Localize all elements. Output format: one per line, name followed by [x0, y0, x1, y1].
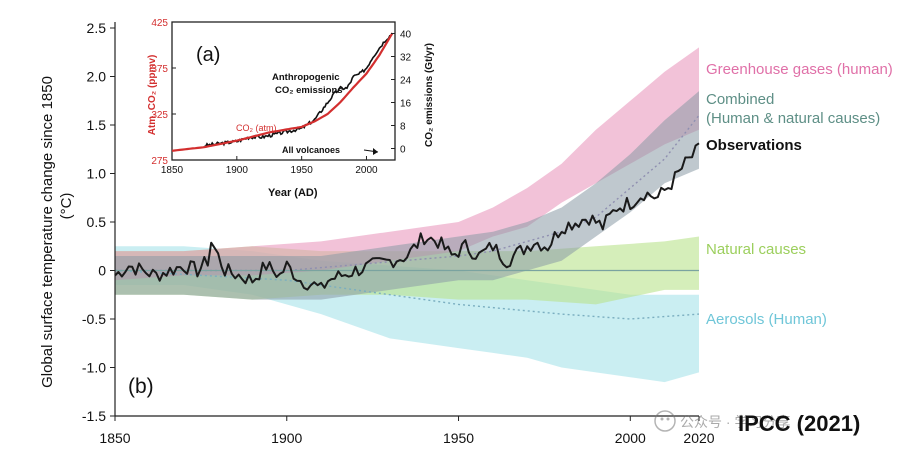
x-tick-label: 2000: [615, 430, 646, 446]
inset-left-tick-label: 325: [151, 110, 168, 121]
inset-right-tick-label: 16: [400, 99, 412, 110]
inset-ticks: 425 375 325 275 40 32 24 16 8 0 1850 1900 1950 2000: [151, 18, 411, 176]
main-axes: [114, 22, 699, 417]
inset-annotation-co2-atm: CO₂ (atm): [236, 123, 277, 133]
observations-line-layer: [114, 142, 700, 291]
model-mean-lines: [114, 114, 700, 320]
watermark: 公众号 · 学习分享: [654, 410, 790, 432]
y-axis-unit: (°C): [58, 193, 75, 220]
series-label-observations: Observations: [706, 137, 802, 154]
inset-y-axis-label-left: Atm. CO₂ (ppmv): [147, 55, 158, 136]
y-tick-label: 0.5: [87, 214, 107, 230]
volcanoes-arrowhead: [373, 148, 378, 155]
x-tick-labels: 1850 1900 1950 2000 2020: [99, 416, 715, 446]
inset-left-tick-label: 275: [151, 156, 168, 167]
combined-human-natural-causes-mean-line: [115, 114, 700, 272]
inset-frame: [171, 21, 396, 161]
inset-co2-line: [171, 32, 394, 152]
series-labels: Greenhouse gases (human) Combined (Human…: [706, 61, 893, 328]
inset-panel-a: 425 375 325 275 40 32 24 16 8 0 1850 1900 1950 2000 (…: [147, 18, 435, 199]
y-tick-label: 2.0: [87, 69, 107, 85]
inset-x-tick-label: 2000: [355, 165, 378, 176]
observations-line: [114, 142, 700, 291]
series-label-greenhouse: Greenhouse gases (human): [706, 61, 893, 78]
series-label-aerosols: Aerosols (Human): [706, 311, 827, 328]
x-tick-label: 1850: [99, 430, 130, 446]
inset-panel-label: (a): [196, 44, 220, 66]
panel-b-label: (b): [128, 375, 154, 398]
combined-human-natural-causes-band: [115, 91, 699, 300]
inset-right-tick-label: 24: [400, 76, 412, 87]
y-tick-label: 2.5: [87, 20, 107, 36]
inset-x-tick-label: 1850: [161, 165, 184, 176]
y-axis-label: Global surface temperature change since …: [39, 76, 56, 388]
wechat-icon-eye-right: [666, 417, 670, 421]
inset-annotation-volcanoes: All volcanoes: [282, 145, 340, 155]
inset-right-tick-label: 32: [400, 53, 412, 64]
x-tick-label: 2020: [683, 430, 714, 446]
inset-left-tick-label: 375: [151, 64, 168, 75]
inset-right-tick-label: 8: [400, 122, 406, 133]
source-label: IPCC (2021): [738, 411, 860, 436]
y-tick-label: -1.0: [82, 360, 106, 376]
inset-annotation-emissions-1: Anthropogenic: [272, 72, 340, 83]
y-tick-label: -0.5: [82, 311, 106, 327]
y-tick-label: -1.5: [82, 408, 106, 424]
inset-x-tick-label: 1900: [226, 165, 249, 176]
wechat-icon-eye-left: [660, 417, 664, 421]
inset-series: [171, 32, 394, 152]
watermark-text: 公众号 · 学习分享: [680, 414, 790, 430]
x-tick-label: 1950: [443, 430, 474, 446]
inset-right-tick-label: 0: [400, 145, 406, 156]
y-tick-label: 1.5: [87, 117, 107, 133]
inset-annotation-emissions-2: CO₂ emissions: [275, 85, 343, 96]
series-label-combined-line2: (Human & natural causes): [706, 110, 880, 127]
wechat-icon: [654, 410, 676, 432]
series-label-combined-line1: Combined: [706, 91, 774, 108]
y-tick-label: 0: [98, 263, 106, 279]
inset-x-axis-label: Year (AD): [268, 187, 318, 199]
y-tick-labels: 2.5 2.0 1.5 1.0 0.5 0 -0.5 -1.0 -1.5: [82, 20, 115, 424]
y-tick-label: 1.0: [87, 166, 107, 182]
x-tick-label: 1900: [271, 430, 302, 446]
inset-x-tick-label: 1950: [291, 165, 314, 176]
inset-right-tick-label: 40: [400, 30, 412, 41]
inset-y-axis-label-right: CO₂ emissions (Gt/yr): [424, 43, 435, 147]
series-label-natural: Natural causes: [706, 241, 806, 258]
inset-left-tick-label: 425: [151, 18, 168, 29]
